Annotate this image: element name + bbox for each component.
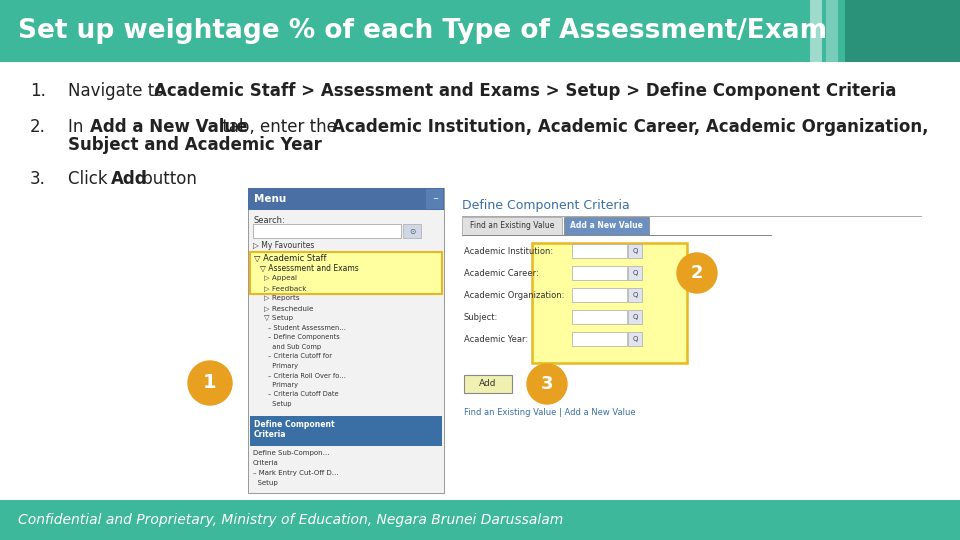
Bar — [426, 189, 443, 209]
Text: button: button — [136, 170, 197, 188]
Bar — [248, 188, 444, 210]
Bar — [0, 0, 960, 62]
Bar — [628, 310, 642, 324]
Bar — [628, 266, 642, 280]
Text: ▷ Feedback: ▷ Feedback — [264, 285, 306, 291]
Text: Add: Add — [479, 380, 496, 388]
Text: tab, enter the: tab, enter the — [217, 118, 342, 136]
Text: Menu: Menu — [254, 194, 286, 204]
Text: Primary: Primary — [268, 363, 298, 369]
Text: – Criteria Roll Over fo…: – Criteria Roll Over fo… — [268, 373, 346, 379]
Bar — [564, 217, 649, 235]
Text: ▽ Assessment and Exams: ▽ Assessment and Exams — [260, 264, 359, 273]
Bar — [462, 216, 922, 217]
Bar — [826, 0, 838, 62]
Text: ▽ Setup: ▽ Setup — [264, 315, 293, 321]
Text: Criteria: Criteria — [253, 460, 278, 466]
Text: Criteria: Criteria — [254, 430, 286, 439]
Text: In: In — [68, 118, 88, 136]
Text: Find an Existing Value: Find an Existing Value — [469, 221, 554, 231]
Text: 1.: 1. — [30, 82, 46, 100]
Text: Subject:: Subject: — [464, 313, 498, 321]
Text: 3: 3 — [540, 375, 553, 393]
Text: – Mark Entry Cut-Off D…: – Mark Entry Cut-Off D… — [253, 470, 339, 476]
Text: Academic Institution, Academic Career, Academic Organization,: Academic Institution, Academic Career, A… — [332, 118, 928, 136]
Text: and Sub Comp: and Sub Comp — [268, 344, 322, 350]
Text: – Define Components: – Define Components — [268, 334, 340, 341]
Bar — [572, 288, 627, 302]
Text: ⊙: ⊙ — [409, 226, 415, 235]
Text: Click: Click — [68, 170, 113, 188]
Bar — [532, 243, 687, 363]
Text: ─: ─ — [433, 196, 437, 202]
Bar — [572, 310, 627, 324]
Text: Q: Q — [633, 248, 637, 254]
Text: Add a New Value: Add a New Value — [89, 118, 247, 136]
Text: Find an Existing Value | Add a New Value: Find an Existing Value | Add a New Value — [464, 408, 636, 417]
Text: ▽ Academic Staff: ▽ Academic Staff — [254, 254, 326, 263]
Circle shape — [188, 361, 232, 405]
Text: ▷ Appeal: ▷ Appeal — [264, 275, 297, 281]
Bar — [572, 266, 627, 280]
Circle shape — [677, 253, 717, 293]
Text: Set up weightage % of each Type of Assessment/Exam: Set up weightage % of each Type of Asses… — [18, 18, 828, 44]
Text: Q: Q — [633, 336, 637, 342]
Text: Confidential and Proprietary, Ministry of Education, Negara Brunei Darussalam: Confidential and Proprietary, Ministry o… — [18, 513, 564, 527]
Bar — [462, 235, 772, 236]
Bar — [628, 332, 642, 346]
Circle shape — [527, 364, 567, 404]
Text: ▷ My Favourites: ▷ My Favourites — [253, 241, 314, 250]
Bar — [250, 416, 442, 446]
Text: Setup: Setup — [253, 480, 277, 486]
Text: Define Sub-Compon…: Define Sub-Compon… — [253, 450, 329, 456]
Text: Academic Year:: Academic Year: — [464, 334, 528, 343]
Text: Q: Q — [633, 314, 637, 320]
Text: Setup: Setup — [268, 401, 292, 407]
Bar — [628, 244, 642, 258]
Bar — [250, 252, 442, 294]
Bar — [810, 0, 822, 62]
Text: – Student Assessmen…: – Student Assessmen… — [268, 325, 346, 331]
Bar — [403, 224, 421, 238]
Text: Academic Organization:: Academic Organization: — [464, 291, 564, 300]
Text: Define Component: Define Component — [254, 420, 335, 429]
Text: Q: Q — [633, 292, 637, 298]
Text: Academic Career:: Academic Career: — [464, 268, 539, 278]
Text: Subject and Academic Year: Subject and Academic Year — [68, 136, 322, 154]
Text: – Criteria Cutoff Date: – Criteria Cutoff Date — [268, 392, 339, 397]
Text: 2: 2 — [691, 264, 704, 282]
Bar — [845, 0, 960, 62]
Text: 2.: 2. — [30, 118, 46, 136]
Text: Navigate to: Navigate to — [68, 82, 170, 100]
Text: Primary: Primary — [268, 382, 298, 388]
Bar — [628, 288, 642, 302]
Bar — [248, 188, 444, 493]
Text: Add: Add — [111, 170, 148, 188]
Bar — [572, 332, 627, 346]
Text: ▷ Reschedule: ▷ Reschedule — [264, 305, 314, 311]
Text: Add a New Value: Add a New Value — [569, 221, 642, 231]
Bar — [572, 244, 627, 258]
Bar — [462, 217, 562, 235]
Bar — [464, 375, 512, 393]
Text: 3.: 3. — [30, 170, 46, 188]
Text: Define Component Criteria: Define Component Criteria — [462, 199, 630, 213]
Text: ▷ Reports: ▷ Reports — [264, 295, 300, 301]
Text: Academic Staff > Assessment and Exams > Setup > Define Component Criteria: Academic Staff > Assessment and Exams > … — [155, 82, 897, 100]
Text: – Criteria Cutoff for: – Criteria Cutoff for — [268, 354, 332, 360]
Text: Search:: Search: — [253, 216, 285, 225]
Text: 1: 1 — [204, 374, 217, 393]
Bar — [253, 224, 401, 238]
Bar — [0, 500, 960, 540]
Text: Q: Q — [633, 270, 637, 276]
Text: Academic Institution:: Academic Institution: — [464, 246, 553, 255]
